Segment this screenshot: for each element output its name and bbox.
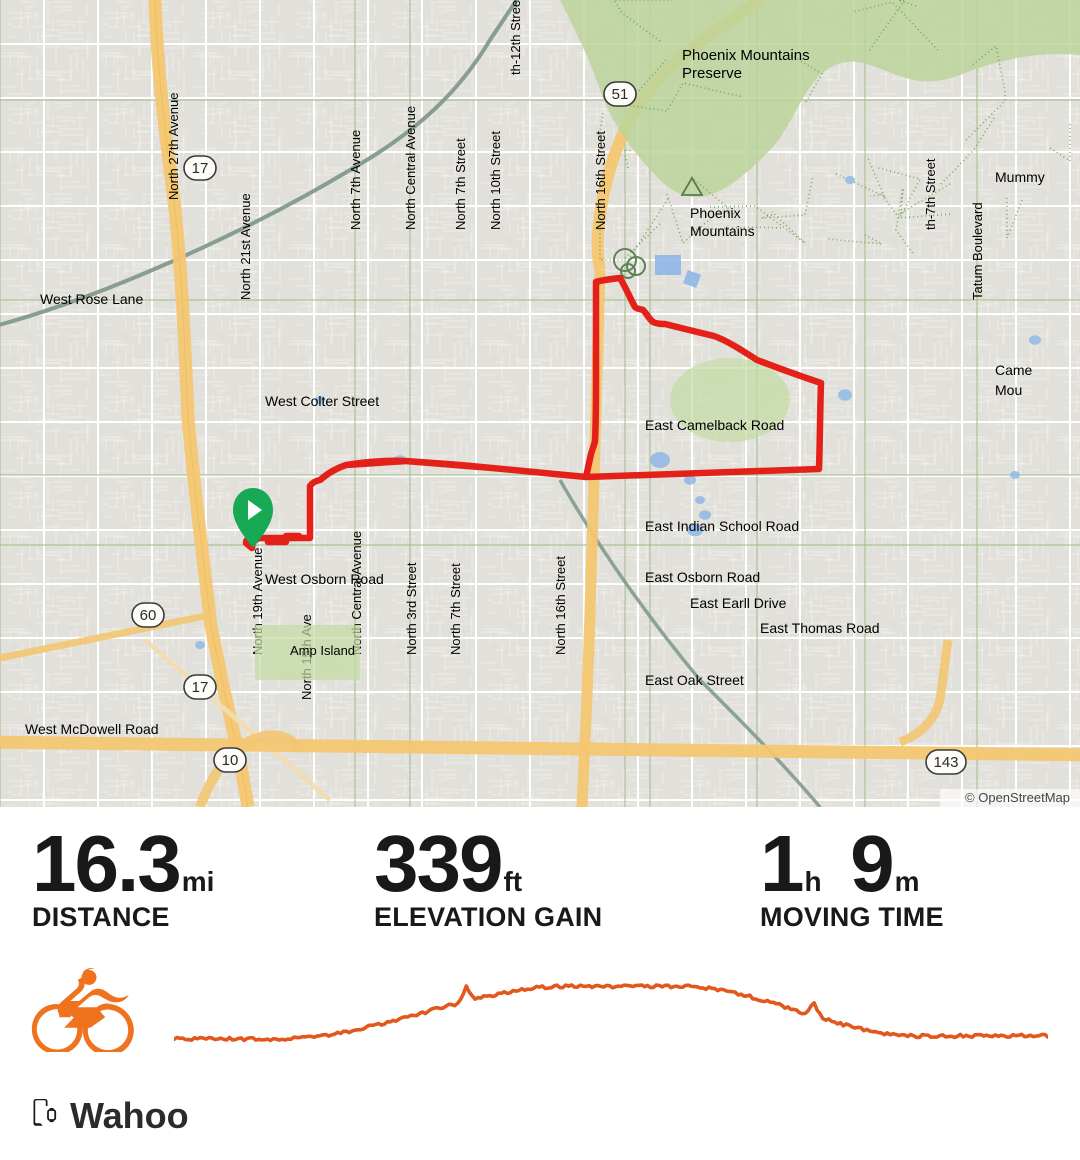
- svg-text:East Osborn Road: East Osborn Road: [645, 569, 760, 585]
- svg-text:North 10th Street: North 10th Street: [488, 131, 503, 230]
- svg-text:th-7th Street: th-7th Street: [923, 158, 938, 230]
- svg-text:North 7th Avenue: North 7th Avenue: [348, 130, 363, 230]
- svg-text:Phoenix Mountains: Phoenix Mountains: [682, 47, 810, 64]
- svg-text:143: 143: [933, 754, 958, 771]
- svg-text:17: 17: [192, 679, 209, 696]
- svg-text:North 7th Street: North 7th Street: [448, 563, 463, 655]
- svg-text:Came: Came: [995, 362, 1033, 378]
- svg-text:East Thomas Road: East Thomas Road: [760, 620, 880, 636]
- svg-text:Phoenix: Phoenix: [690, 205, 741, 221]
- svg-text:51: 51: [612, 86, 629, 103]
- svg-text:© OpenStreetMap: © OpenStreetMap: [965, 790, 1070, 805]
- svg-text:Amp Island: Amp Island: [290, 643, 355, 658]
- svg-text:th-12th Street: th-12th Street: [508, 0, 523, 75]
- svg-text:North 21st Avenue: North 21st Avenue: [238, 193, 253, 300]
- svg-text:17: 17: [192, 160, 209, 177]
- svg-text:Mummy: Mummy: [995, 169, 1045, 185]
- svg-text:North Central Avenue: North Central Avenue: [403, 106, 418, 230]
- svg-text:West Colter Street: West Colter Street: [265, 393, 379, 409]
- svg-text:North 3rd Street: North 3rd Street: [404, 562, 419, 655]
- svg-text:North 16th Street: North 16th Street: [593, 131, 608, 230]
- svg-text:West McDowell Road: West McDowell Road: [25, 721, 159, 737]
- svg-text:Mou: Mou: [995, 382, 1022, 398]
- svg-text:North 16th Street: North 16th Street: [553, 556, 568, 655]
- svg-text:Mountains: Mountains: [690, 223, 755, 239]
- svg-text:North 7th Street: North 7th Street: [453, 138, 468, 230]
- svg-text:West Osborn Road: West Osborn Road: [265, 571, 384, 587]
- svg-text:East Earll Drive: East Earll Drive: [690, 595, 787, 611]
- svg-text:West Rose Lane: West Rose Lane: [40, 291, 143, 307]
- svg-text:East Oak Street: East Oak Street: [645, 672, 744, 688]
- svg-text:60: 60: [140, 607, 157, 624]
- svg-text:North 27th Avenue: North 27th Avenue: [166, 93, 181, 200]
- svg-text:10: 10: [222, 752, 239, 769]
- svg-text:East Camelback Road: East Camelback Road: [645, 417, 784, 433]
- svg-text:East Indian School Road: East Indian School Road: [645, 518, 799, 534]
- svg-text:Preserve: Preserve: [682, 65, 742, 82]
- svg-text:Tatum Boulevard: Tatum Boulevard: [970, 202, 985, 300]
